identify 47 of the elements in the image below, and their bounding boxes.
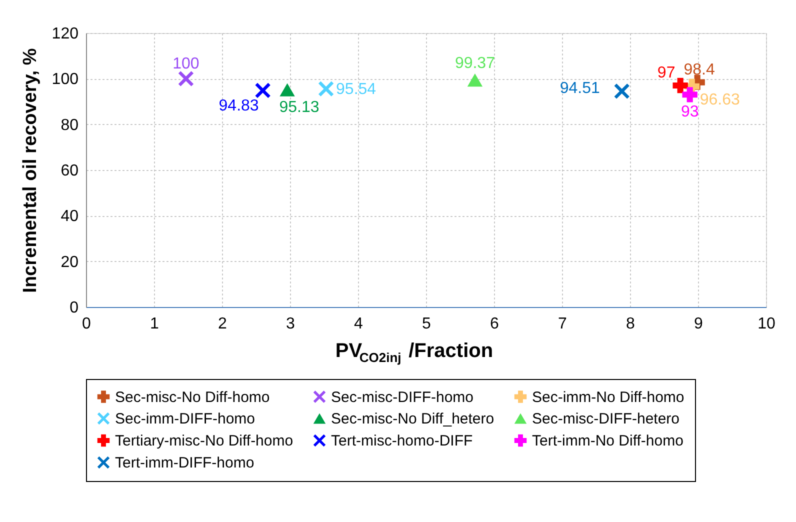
data-label: 93 — [680, 104, 699, 121]
y-tick-label: 40 — [60, 208, 79, 226]
x-tick-label: 5 — [422, 316, 432, 332]
point — [178, 71, 194, 86]
x-tick-label: 1 — [150, 316, 160, 332]
legend-label: Tert-imm-No Diff-homo — [532, 432, 684, 450]
legend-label: Sec-misc-DIFF-homo — [331, 388, 474, 406]
y-tick-label: 60 — [60, 162, 79, 180]
y-tick-label: 20 — [60, 254, 79, 271]
data-label: 94.83 — [218, 97, 259, 114]
legend-label: Tert-misc-homo-DIFF — [331, 432, 473, 450]
data-label: 96.63 — [700, 91, 740, 108]
point — [682, 87, 698, 102]
point — [280, 83, 295, 96]
y-tick-label: 120 — [52, 26, 79, 42]
data-label: 100 — [172, 56, 200, 73]
x-tick-label: 8 — [626, 316, 636, 332]
data-label: 99.37 — [454, 55, 496, 72]
data-label: 97 — [657, 64, 676, 82]
x-tick-label: 2 — [218, 316, 228, 332]
y-axis-title: Incremental oil recovery, % — [20, 48, 41, 293]
x-tick-label: 10 — [758, 316, 776, 332]
point — [467, 74, 483, 87]
legend-label: Sec-misc-No Diff_hetero — [331, 410, 494, 428]
data-label: 94.51 — [560, 80, 600, 98]
legend-label: Sec-misc-No Diff-homo — [115, 388, 270, 406]
legend-label: Sec-imm-DIFF-homo — [115, 410, 256, 428]
x-tick-label: 4 — [354, 316, 364, 332]
legend-label: Tert-imm-DIFF-homo — [115, 454, 254, 472]
point — [318, 81, 334, 96]
y-tick-label: 0 — [70, 300, 79, 316]
point — [672, 78, 688, 94]
point — [614, 84, 630, 99]
data-label: 98.4 — [684, 61, 715, 78]
legend-label: Sec-misc-DIFF-hetero — [532, 410, 680, 428]
data-label: 95.13 — [279, 98, 320, 116]
x-tick-label: 3 — [286, 316, 296, 332]
data-label: 95.54 — [336, 80, 376, 98]
legend-label: Tertiary-misc-No Diff-homo — [115, 432, 294, 450]
point — [255, 82, 270, 98]
y-tick-label: 100 — [52, 71, 79, 88]
legend-label: Sec-imm-No Diff-homo — [532, 388, 684, 406]
y-tick-label: 80 — [60, 116, 79, 134]
x-tick-label: 7 — [558, 316, 568, 332]
x-tick-label: 9 — [694, 316, 704, 332]
x-tick-label: 0 — [82, 316, 92, 332]
x-tick-label: 6 — [490, 316, 500, 332]
